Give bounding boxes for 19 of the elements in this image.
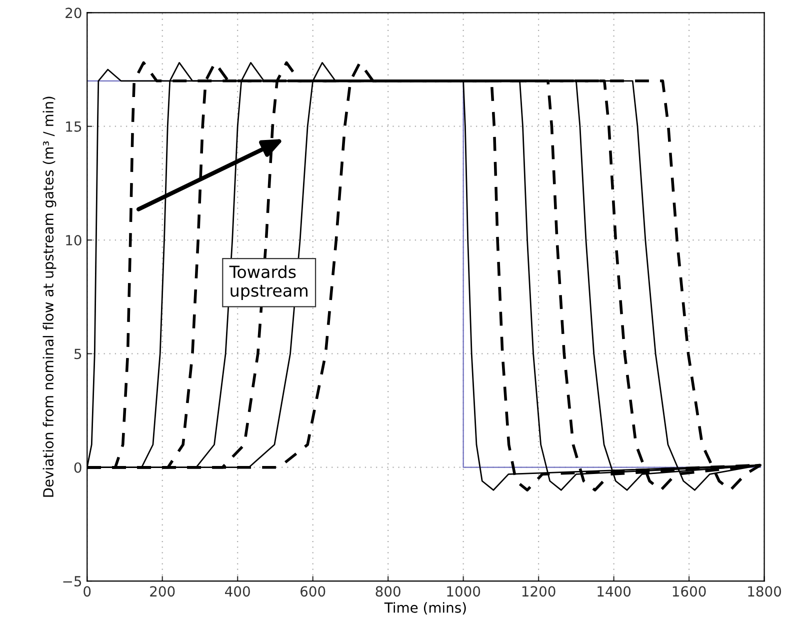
x-tick-label: 600: [300, 586, 326, 597]
x-tick-label: 1400: [598, 586, 631, 597]
x-tick-label: 0: [84, 586, 91, 597]
x-tick-label: 1600: [672, 586, 706, 597]
x-tick-label: 1200: [522, 586, 556, 597]
y-tick-label: 15: [66, 122, 82, 132]
y-tick-label: 0: [74, 462, 82, 473]
y-tick-label: 20: [66, 8, 82, 18]
y-tick-label: 5: [74, 348, 82, 360]
x-tick-label: 1000: [447, 586, 480, 597]
y-tick-label: 10: [66, 235, 82, 246]
annotation: Towards upstream: [229, 265, 308, 300]
x-tick-label: 1800: [748, 586, 782, 597]
x-tick-label: 800: [376, 586, 400, 597]
x-tick-label: 400: [225, 586, 250, 597]
y-axis-title: Deviation from nominal flow at upstream gates (m³ / min): [42, 96, 56, 497]
x-tick-label: 200: [150, 586, 175, 597]
x-axis-title: Time (mins): [384, 602, 466, 614]
y-tick-label: −5: [63, 576, 82, 586]
